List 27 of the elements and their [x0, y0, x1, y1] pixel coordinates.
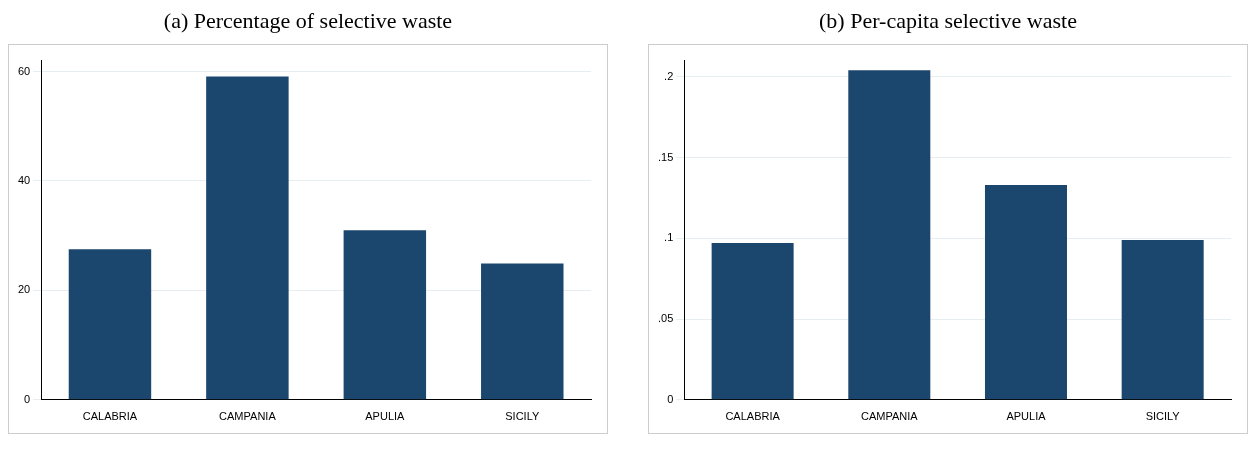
bar	[848, 70, 931, 400]
bar	[343, 230, 427, 400]
y-tick-label: 0	[667, 392, 674, 405]
bar	[481, 263, 564, 400]
y-tick-label: .1	[664, 231, 674, 244]
bar	[984, 184, 1067, 400]
y-tick-label: 0	[24, 392, 31, 405]
x-tick-label: CALABRIA	[725, 410, 781, 423]
x-tick-label: SICILY	[505, 410, 540, 423]
bar	[68, 249, 152, 400]
bar	[206, 76, 289, 400]
x-tick-label: CAMPANIA	[860, 410, 919, 423]
bar	[711, 243, 794, 400]
y-tick-label: .15	[657, 150, 674, 163]
x-tick-label: CALABRIA	[82, 410, 138, 423]
chart-title: (b) Per-capita selective waste	[818, 8, 1078, 34]
y-tick-label: .2	[664, 69, 674, 82]
chart-title: (a) Percentage of selective waste	[162, 8, 454, 34]
y-tick-label: .05	[657, 312, 674, 325]
y-tick-label: 20	[17, 283, 31, 296]
x-tick-label: CAMPANIA	[219, 410, 277, 423]
x-tick-label: APULIA	[365, 410, 406, 423]
y-tick-label: 40	[17, 173, 31, 186]
y-tick-label: 60	[17, 64, 31, 77]
x-tick-label: APULIA	[1006, 410, 1047, 423]
x-tick-label: SICILY	[1145, 410, 1181, 423]
bar	[1121, 239, 1204, 400]
